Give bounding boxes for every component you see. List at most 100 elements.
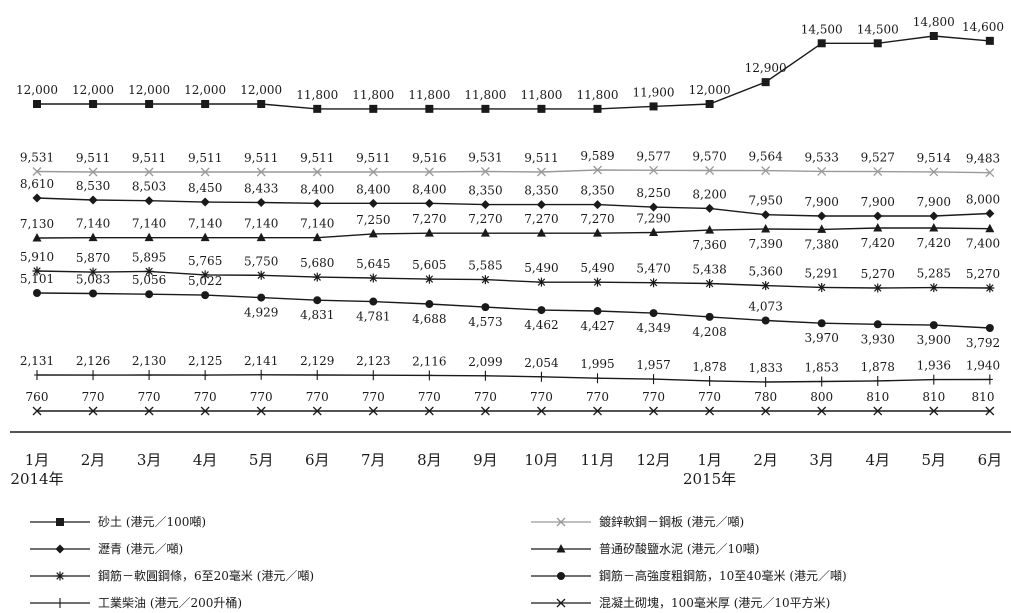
data-label-cement: 7,270 <box>580 212 614 226</box>
legend-marker <box>57 598 63 608</box>
data-point-sand <box>985 36 994 45</box>
data-point-blocks <box>817 406 827 416</box>
data-point-sand <box>145 100 154 108</box>
data-point-hightensile <box>593 307 602 316</box>
data-point-galv <box>88 167 98 177</box>
x-tick-label: 2月 <box>753 451 778 469</box>
data-label-blocks: 800 <box>810 390 833 404</box>
data-point-cement <box>144 232 154 242</box>
data-point-sand <box>873 39 882 48</box>
data-label-blocks: 780 <box>754 390 777 404</box>
series-sand: 12,000 12,000 12,000 12,000 12,000 11,800 11,8… <box>16 15 1004 113</box>
x-tick-label: 6月 <box>978 451 1003 469</box>
data-point-blocks <box>873 406 883 416</box>
data-label-diesel: 1,878 <box>861 360 895 374</box>
data-label-mildsteel: 5,750 <box>244 254 278 268</box>
data-point-hightensile <box>985 324 994 332</box>
data-label-galv: 9,577 <box>636 149 670 163</box>
data-label-galv: 9,589 <box>580 149 614 163</box>
data-label-sand: 11,800 <box>520 88 562 102</box>
data-point-cement <box>593 228 602 237</box>
series-hightensile: 5,101 5,083 5,056 5,022 4,929 4,831 4,781 4,688… <box>20 272 1000 350</box>
data-label-asphalt: 8,433 <box>244 181 278 195</box>
data-point-blocks <box>32 406 42 416</box>
data-label-galv: 9,511 <box>356 151 390 165</box>
data-point-cement <box>256 232 266 242</box>
legend-item-sand: 砂土 (港元／100噸) <box>30 515 206 529</box>
data-point-sand <box>369 104 378 113</box>
data-point-diesel <box>818 376 825 387</box>
data-point-asphalt <box>817 211 827 221</box>
data-point-blocks <box>761 406 771 416</box>
data-point-cement <box>929 223 939 232</box>
data-point-mildsteel <box>144 266 154 276</box>
legend-label: 瀝青 (港元／噸) <box>98 541 183 556</box>
x-tick-label: 7月 <box>361 451 386 469</box>
data-point-asphalt <box>480 200 490 210</box>
data-point-mildsteel <box>985 283 995 293</box>
data-label-sand: 12,000 <box>128 83 170 97</box>
data-label-diesel: 2,141 <box>244 354 278 368</box>
data-label-blocks: 770 <box>474 390 497 404</box>
x-tick-label: 10月 <box>524 451 558 469</box>
data-point-diesel <box>482 370 489 381</box>
data-label-hightensile: 4,208 <box>692 325 726 339</box>
data-label-galv: 9,533 <box>805 150 839 164</box>
data-point-sand <box>649 102 658 111</box>
data-point-galv <box>144 167 154 177</box>
data-label-hightensile: 4,688 <box>412 312 446 326</box>
legend-item-diesel: 工業柴油 (港元／200升桶) <box>30 595 242 610</box>
data-label-galv: 9,511 <box>524 151 558 165</box>
data-label-diesel: 2,125 <box>188 354 222 368</box>
data-point-sand <box>425 104 434 113</box>
data-label-asphalt: 7,900 <box>917 195 951 209</box>
data-label-mildsteel: 5,910 <box>20 250 54 264</box>
x-tick-label: 4月 <box>193 451 218 469</box>
data-point-blocks <box>88 406 98 416</box>
data-point-cement <box>817 224 827 233</box>
data-point-sand <box>33 100 41 108</box>
data-point-hightensile <box>537 306 546 315</box>
data-label-galv: 9,564 <box>748 150 783 164</box>
data-label-cement: 7,420 <box>917 236 951 250</box>
data-point-mildsteel <box>256 270 266 280</box>
data-point-sand <box>201 100 210 108</box>
data-point-asphalt <box>424 198 434 208</box>
data-label-asphalt: 8,450 <box>188 181 222 195</box>
data-label-sand: 12,000 <box>689 83 731 97</box>
legend-label: 普通矽酸鹽水泥 (港元／10噸) <box>599 541 759 556</box>
data-label-mildsteel: 5,270 <box>966 267 1000 281</box>
x-tick-label: 1月 <box>697 451 722 469</box>
data-point-diesel <box>538 371 545 382</box>
data-point-diesel <box>762 377 769 387</box>
data-point-cement <box>312 232 322 242</box>
series-layer: 12,000 12,000 12,000 12,000 12,000 11,800 11,8… <box>16 15 1004 416</box>
data-label-asphalt: 8,000 <box>966 192 1000 206</box>
data-label-asphalt: 8,350 <box>524 184 558 198</box>
data-point-diesel <box>370 370 377 381</box>
data-label-asphalt: 7,900 <box>861 195 895 209</box>
data-label-diesel: 2,099 <box>468 355 502 369</box>
data-label-hightensile: 4,427 <box>580 319 614 333</box>
data-label-mildsteel: 5,895 <box>132 250 166 264</box>
data-point-blocks <box>424 406 434 416</box>
data-point-blocks <box>368 406 378 416</box>
data-label-diesel: 2,123 <box>356 354 390 368</box>
x-tick-label: 3月 <box>809 451 834 469</box>
legend-label: 砂土 (港元／100噸) <box>98 515 206 529</box>
legend-label: 鍍鋅軟鋼－鋼板 (港元／噸) <box>599 514 744 529</box>
data-point-blocks <box>256 406 266 416</box>
data-label-diesel: 1,936 <box>917 359 951 373</box>
x-tick-label: 12月 <box>637 451 671 469</box>
legend-label: 工業柴油 (港元／200升桶) <box>98 595 242 610</box>
data-label-blocks: 770 <box>138 390 161 404</box>
data-label-sand: 11,800 <box>408 88 450 102</box>
legend-marker <box>55 544 65 554</box>
legend-item-asphalt: 瀝青 (港元／噸) <box>30 541 183 556</box>
data-label-blocks: 770 <box>418 390 441 404</box>
data-point-asphalt <box>985 208 995 218</box>
data-label-mildsteel: 5,470 <box>636 262 670 276</box>
legend-item-cement: 普通矽酸鹽水泥 (港元／10噸) <box>531 541 759 556</box>
data-label-blocks: 810 <box>866 390 889 404</box>
data-label-hightensile: 5,083 <box>76 272 110 286</box>
